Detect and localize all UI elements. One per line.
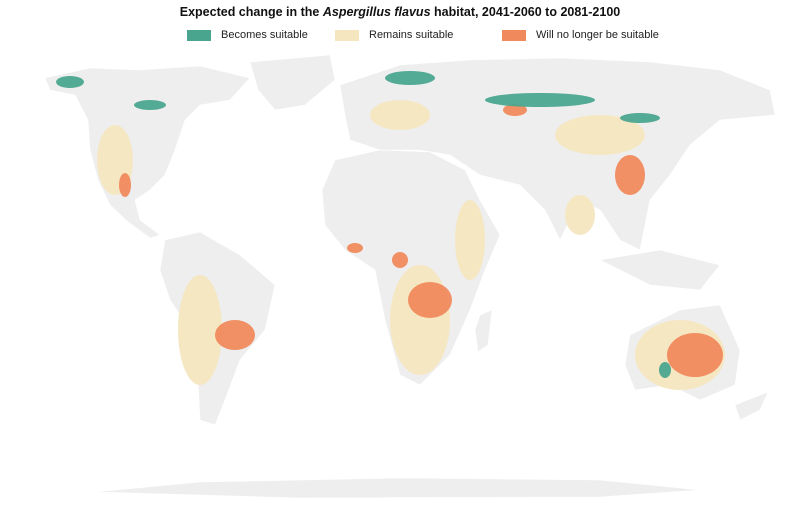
remains-patch xyxy=(455,200,485,280)
becomes-patch xyxy=(485,93,595,107)
lost-patch xyxy=(215,320,255,350)
becomes-patch xyxy=(659,362,671,378)
becomes-patch xyxy=(385,71,435,85)
title-text: Expected change in the xyxy=(179,5,323,19)
eurasia xyxy=(339,57,776,251)
legend-item: Remains suitable xyxy=(335,29,453,41)
habitat-patches xyxy=(56,71,725,390)
africa xyxy=(321,149,501,386)
remains-patch xyxy=(565,195,595,235)
legend: Becomes suitable Remains suitable Will n… xyxy=(0,29,800,45)
legend-swatch xyxy=(335,29,359,41)
remains-patch xyxy=(390,265,450,375)
legend-swatch xyxy=(502,29,526,41)
remains-patch xyxy=(555,115,645,155)
legend-swatch xyxy=(187,29,211,41)
greenland xyxy=(249,54,336,111)
legend-item: Becomes suitable xyxy=(187,29,308,41)
lost-patch xyxy=(615,155,645,195)
becomes-patch xyxy=(620,113,660,123)
map-title: Expected change in the Aspergillus flavu… xyxy=(0,5,800,19)
lost-patch xyxy=(347,243,363,253)
north-america xyxy=(44,65,251,239)
legend-label: Becomes suitable xyxy=(221,29,308,41)
lost-patch xyxy=(667,333,723,377)
new-zealand xyxy=(734,391,769,421)
world-map xyxy=(44,54,776,499)
antarctica xyxy=(94,477,701,499)
title-text: habitat, 2041-2060 to 2081-2100 xyxy=(430,5,621,19)
southeast-asia xyxy=(599,249,721,291)
becomes-patch xyxy=(56,76,84,88)
becomes-patch xyxy=(134,100,166,110)
title-italic: Aspergillus flavus xyxy=(322,5,431,19)
lost-patch xyxy=(119,173,131,197)
legend-item: Will no longer be suitable xyxy=(502,29,659,41)
lost-patch xyxy=(392,252,408,268)
lost-patch xyxy=(503,104,527,116)
legend-label: Remains suitable xyxy=(369,29,454,41)
legend-label: Will no longer be suitable xyxy=(536,29,659,41)
madagascar xyxy=(474,309,493,353)
lost-patch xyxy=(408,282,452,318)
remains-patch xyxy=(370,100,430,130)
remains-patch xyxy=(178,275,222,385)
